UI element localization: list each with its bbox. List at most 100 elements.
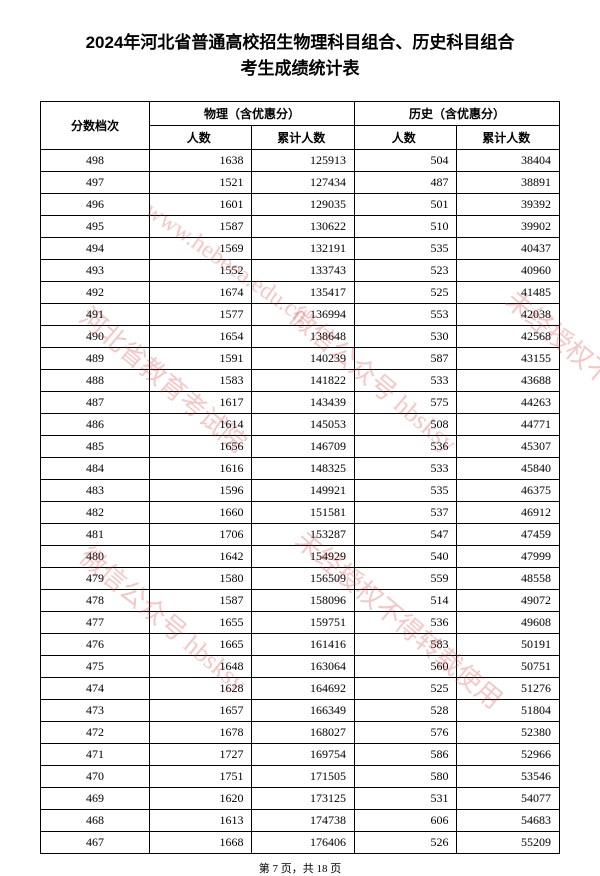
cell-score: 476: [41, 634, 150, 656]
cell-score: 482: [41, 502, 150, 524]
cell-physics-count: 1642: [149, 546, 252, 568]
cell-history-count: 530: [354, 326, 457, 348]
cell-physics-cumulative: 138648: [252, 326, 355, 348]
cell-physics-cumulative: 156509: [252, 568, 355, 590]
cell-history-cumulative: 50191: [457, 634, 560, 656]
cell-history-count: 540: [354, 546, 457, 568]
cell-physics-count: 1617: [149, 392, 252, 414]
cell-score: 467: [41, 832, 150, 854]
table-row: 489159114023958743155: [41, 348, 560, 370]
cell-physics-count: 1577: [149, 304, 252, 326]
cell-score: 488: [41, 370, 150, 392]
cell-score: 486: [41, 414, 150, 436]
cell-physics-cumulative: 163064: [252, 656, 355, 678]
cell-history-count: 531: [354, 788, 457, 810]
cell-physics-count: 1706: [149, 524, 252, 546]
cell-score: 478: [41, 590, 150, 612]
table-row: 487161714343957544263: [41, 392, 560, 414]
cell-history-count: 508: [354, 414, 457, 436]
cell-physics-cumulative: 158096: [252, 590, 355, 612]
cell-physics-count: 1654: [149, 326, 252, 348]
cell-history-cumulative: 40960: [457, 260, 560, 282]
cell-history-count: 525: [354, 678, 457, 700]
cell-history-cumulative: 45840: [457, 458, 560, 480]
cell-score: 484: [41, 458, 150, 480]
cell-physics-cumulative: 151581: [252, 502, 355, 524]
cell-history-cumulative: 39902: [457, 216, 560, 238]
cell-history-count: 514: [354, 590, 457, 612]
cell-history-count: 536: [354, 612, 457, 634]
table-row: 477165515975153649608: [41, 612, 560, 634]
table-row: 470175117150558053546: [41, 766, 560, 788]
cell-physics-cumulative: 129035: [252, 194, 355, 216]
header-history-count: 人数: [354, 126, 457, 150]
cell-score: 471: [41, 744, 150, 766]
table-row: 468161317473860654683: [41, 810, 560, 832]
cell-physics-cumulative: 141822: [252, 370, 355, 392]
cell-score: 485: [41, 436, 150, 458]
cell-physics-count: 1587: [149, 590, 252, 612]
cell-physics-cumulative: 140239: [252, 348, 355, 370]
cell-history-cumulative: 44263: [457, 392, 560, 414]
cell-score: 496: [41, 194, 150, 216]
cell-history-cumulative: 46375: [457, 480, 560, 502]
cell-history-count: 553: [354, 304, 457, 326]
cell-physics-cumulative: 145053: [252, 414, 355, 436]
cell-score: 469: [41, 788, 150, 810]
cell-score: 479: [41, 568, 150, 590]
cell-physics-cumulative: 168027: [252, 722, 355, 744]
cell-history-cumulative: 43155: [457, 348, 560, 370]
cell-history-cumulative: 55209: [457, 832, 560, 854]
cell-physics-count: 1587: [149, 216, 252, 238]
table-row: 492167413541752541485: [41, 282, 560, 304]
table-row: 482166015158153746912: [41, 502, 560, 524]
cell-physics-cumulative: 149921: [252, 480, 355, 502]
cell-score: 475: [41, 656, 150, 678]
cell-score: 477: [41, 612, 150, 634]
table-row: 496160112903550139392: [41, 194, 560, 216]
cell-physics-count: 1580: [149, 568, 252, 590]
cell-history-count: 528: [354, 700, 457, 722]
cell-score: 481: [41, 524, 150, 546]
header-physics-count: 人数: [149, 126, 252, 150]
cell-history-cumulative: 44771: [457, 414, 560, 436]
cell-physics-cumulative: 164692: [252, 678, 355, 700]
table-row: 475164816306456050751: [41, 656, 560, 678]
header-history: 历史（含优惠分）: [354, 102, 559, 126]
cell-history-cumulative: 43688: [457, 370, 560, 392]
cell-history-count: 586: [354, 744, 457, 766]
cell-physics-cumulative: 173125: [252, 788, 355, 810]
table-row: 471172716975458652966: [41, 744, 560, 766]
cell-history-cumulative: 52380: [457, 722, 560, 744]
table-row: 498163812591350438404: [41, 150, 560, 172]
cell-physics-cumulative: 136994: [252, 304, 355, 326]
cell-history-cumulative: 40437: [457, 238, 560, 260]
cell-score: 474: [41, 678, 150, 700]
table-row: 485165614670953645307: [41, 436, 560, 458]
cell-history-cumulative: 42038: [457, 304, 560, 326]
cell-history-cumulative: 51804: [457, 700, 560, 722]
cell-score: 497: [41, 172, 150, 194]
cell-physics-cumulative: 161416: [252, 634, 355, 656]
cell-physics-count: 1552: [149, 260, 252, 282]
cell-history-count: 501: [354, 194, 457, 216]
cell-physics-cumulative: 127434: [252, 172, 355, 194]
table-row: 480164215492954047999: [41, 546, 560, 568]
cell-physics-count: 1591: [149, 348, 252, 370]
cell-history-count: 583: [354, 634, 457, 656]
cell-physics-count: 1620: [149, 788, 252, 810]
cell-physics-count: 1674: [149, 282, 252, 304]
cell-physics-cumulative: 143439: [252, 392, 355, 414]
cell-history-count: 537: [354, 502, 457, 524]
table-body: 4981638125913504384044971521127434487388…: [41, 150, 560, 854]
cell-history-cumulative: 47999: [457, 546, 560, 568]
cell-score: 490: [41, 326, 150, 348]
cell-history-cumulative: 41485: [457, 282, 560, 304]
cell-physics-cumulative: 169754: [252, 744, 355, 766]
cell-physics-count: 1601: [149, 194, 252, 216]
cell-history-cumulative: 51276: [457, 678, 560, 700]
cell-physics-cumulative: 154929: [252, 546, 355, 568]
cell-physics-cumulative: 133743: [252, 260, 355, 282]
cell-score: 492: [41, 282, 150, 304]
table-row: 479158015650955948558: [41, 568, 560, 590]
